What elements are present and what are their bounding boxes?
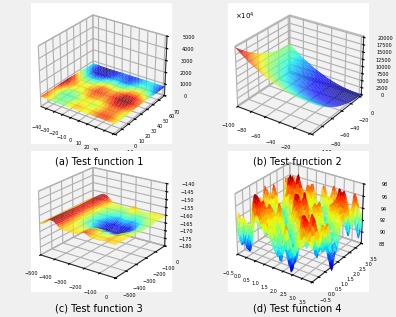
Text: (b) Test function 2: (b) Test function 2 <box>253 157 341 167</box>
Text: (a) Test function 1: (a) Test function 1 <box>55 157 143 167</box>
Text: $\times 10^4$: $\times 10^4$ <box>235 10 255 22</box>
Text: (c) Test function 3: (c) Test function 3 <box>55 304 143 314</box>
Text: (d) Test function 4: (d) Test function 4 <box>253 304 341 314</box>
